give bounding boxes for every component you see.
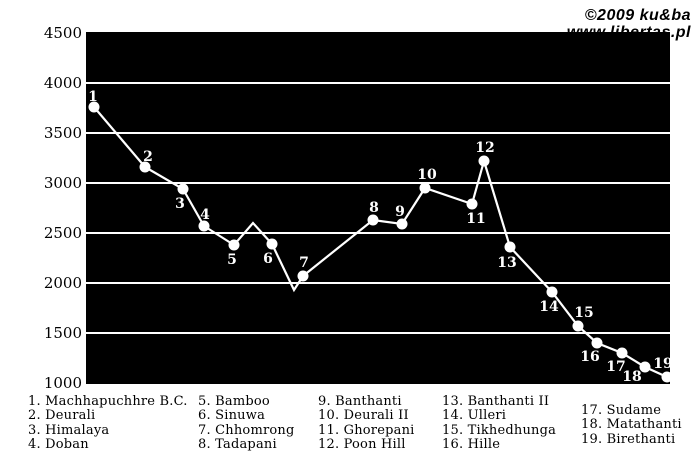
point-number-label-15: 15: [574, 305, 593, 321]
y-axis-tick-4500: 4500: [43, 24, 82, 42]
y-axis-tick-3000: 3000: [43, 174, 82, 192]
data-point-11: [466, 198, 478, 210]
data-point-14: [546, 286, 558, 298]
legend-item-1: 1. Machhapuchhre B.C.: [28, 394, 188, 409]
legend-column-3: 9. Banthanti 10. Deurali II 11. Ghorepani 1…: [318, 394, 415, 453]
legend-item-2: 2. Deurali: [28, 408, 96, 424]
legend-item-5: 5. Bamboo: [198, 394, 270, 409]
point-number-label-8: 8: [369, 200, 379, 216]
data-point-17: [616, 347, 628, 359]
point-number-label-5: 5: [227, 252, 237, 268]
point-number-label-14: 14: [539, 299, 559, 315]
point-number-label-9: 9: [395, 204, 405, 220]
legend-item-14: 14. Ulleri: [442, 408, 507, 424]
data-point-15: [572, 320, 584, 332]
data-point-19: [661, 371, 670, 383]
data-point-13: [504, 241, 516, 253]
point-number-label-3: 3: [175, 196, 185, 212]
plot-area: 1 2 3 4 5 6 7 8 9 10 11 12 13 14 15 16 17 18 19: [86, 32, 670, 384]
point-number-label-19: 19: [653, 356, 670, 372]
point-number-label-16: 16: [580, 349, 599, 365]
legend-item-16: 16. Hille: [442, 437, 501, 453]
data-point-6: [266, 238, 278, 250]
data-point-10: [419, 182, 431, 194]
data-point-4: [198, 220, 210, 232]
legend-item-8: 8. Tadapani: [198, 437, 277, 453]
data-point-18: [639, 361, 651, 373]
point-number-label-1: 1: [88, 89, 98, 105]
legend-item-3: 3. Himalaya: [28, 422, 110, 438]
data-point-9: [396, 218, 408, 230]
legend-column-4: 13. Banthanti II 14. Ulleri 15. Tikhedhung…: [442, 394, 557, 453]
y-axis-tick-1500: 1500: [43, 324, 82, 342]
point-number-label-18: 18: [622, 369, 641, 384]
data-point-5: [228, 239, 240, 251]
legend-item-15: 15. Tikhedhunga: [442, 422, 557, 438]
legend-item-6: 6. Sinuwa: [198, 408, 266, 424]
point-number-label-6: 6: [263, 251, 273, 267]
y-axis-tick-3500: 3500: [43, 124, 82, 142]
legend-item-19: 19. Birethanti: [581, 431, 676, 447]
legend-item-12: 12. Poon Hill: [318, 437, 406, 453]
y-axis-tick-2500: 2500: [43, 224, 82, 242]
point-number-label-2: 2: [143, 149, 153, 165]
watermark-copyright: ©2009 ku&ba: [584, 7, 691, 24]
y-axis-tick-1000: 1000: [43, 374, 82, 392]
legend-item-10: 10. Deurali II: [318, 408, 409, 424]
point-number-label-17: 17: [606, 359, 625, 375]
y-axis-tick-2000: 2000: [43, 274, 82, 292]
legend-column-5: 17. Sudame 18. Matathanti 19. Birethanti: [581, 403, 682, 447]
data-point-16: [591, 337, 603, 349]
legend-item-13: 13. Banthanti II: [442, 394, 550, 409]
point-number-label-12: 12: [475, 140, 494, 156]
data-point-8: [367, 214, 379, 226]
legend-column-2: 5. Bamboo 6. Sinuwa 7. Chhomrong 8. Tadapan…: [198, 394, 295, 453]
data-point-2: [139, 161, 151, 173]
legend-item-4: 4. Doban: [28, 437, 89, 453]
point-number-label-4: 4: [200, 207, 210, 223]
elevation-line: [93, 106, 668, 379]
point-number-label-11: 11: [466, 211, 485, 227]
legend-item-9: 9. Banthanti: [318, 394, 402, 409]
point-number-label-7: 7: [299, 255, 309, 271]
point-number-label-10: 10: [417, 167, 437, 183]
y-axis-tick-4000: 4000: [43, 74, 82, 92]
legend-item-11: 11. Ghorepani: [318, 422, 415, 438]
legend-item-7: 7. Chhomrong: [198, 422, 295, 438]
data-point-12: [478, 155, 490, 167]
data-point-3: [177, 183, 189, 195]
data-point-1: [88, 101, 100, 113]
legend-item-17: 17. Sudame: [581, 403, 662, 418]
data-point-7: [297, 270, 309, 282]
legend-column-1: 1. Machhapuchhre B.C. 2. Deurali 3. Himala…: [28, 394, 188, 453]
legend-item-18: 18. Matathanti: [581, 417, 682, 433]
point-number-label-13: 13: [497, 255, 516, 271]
